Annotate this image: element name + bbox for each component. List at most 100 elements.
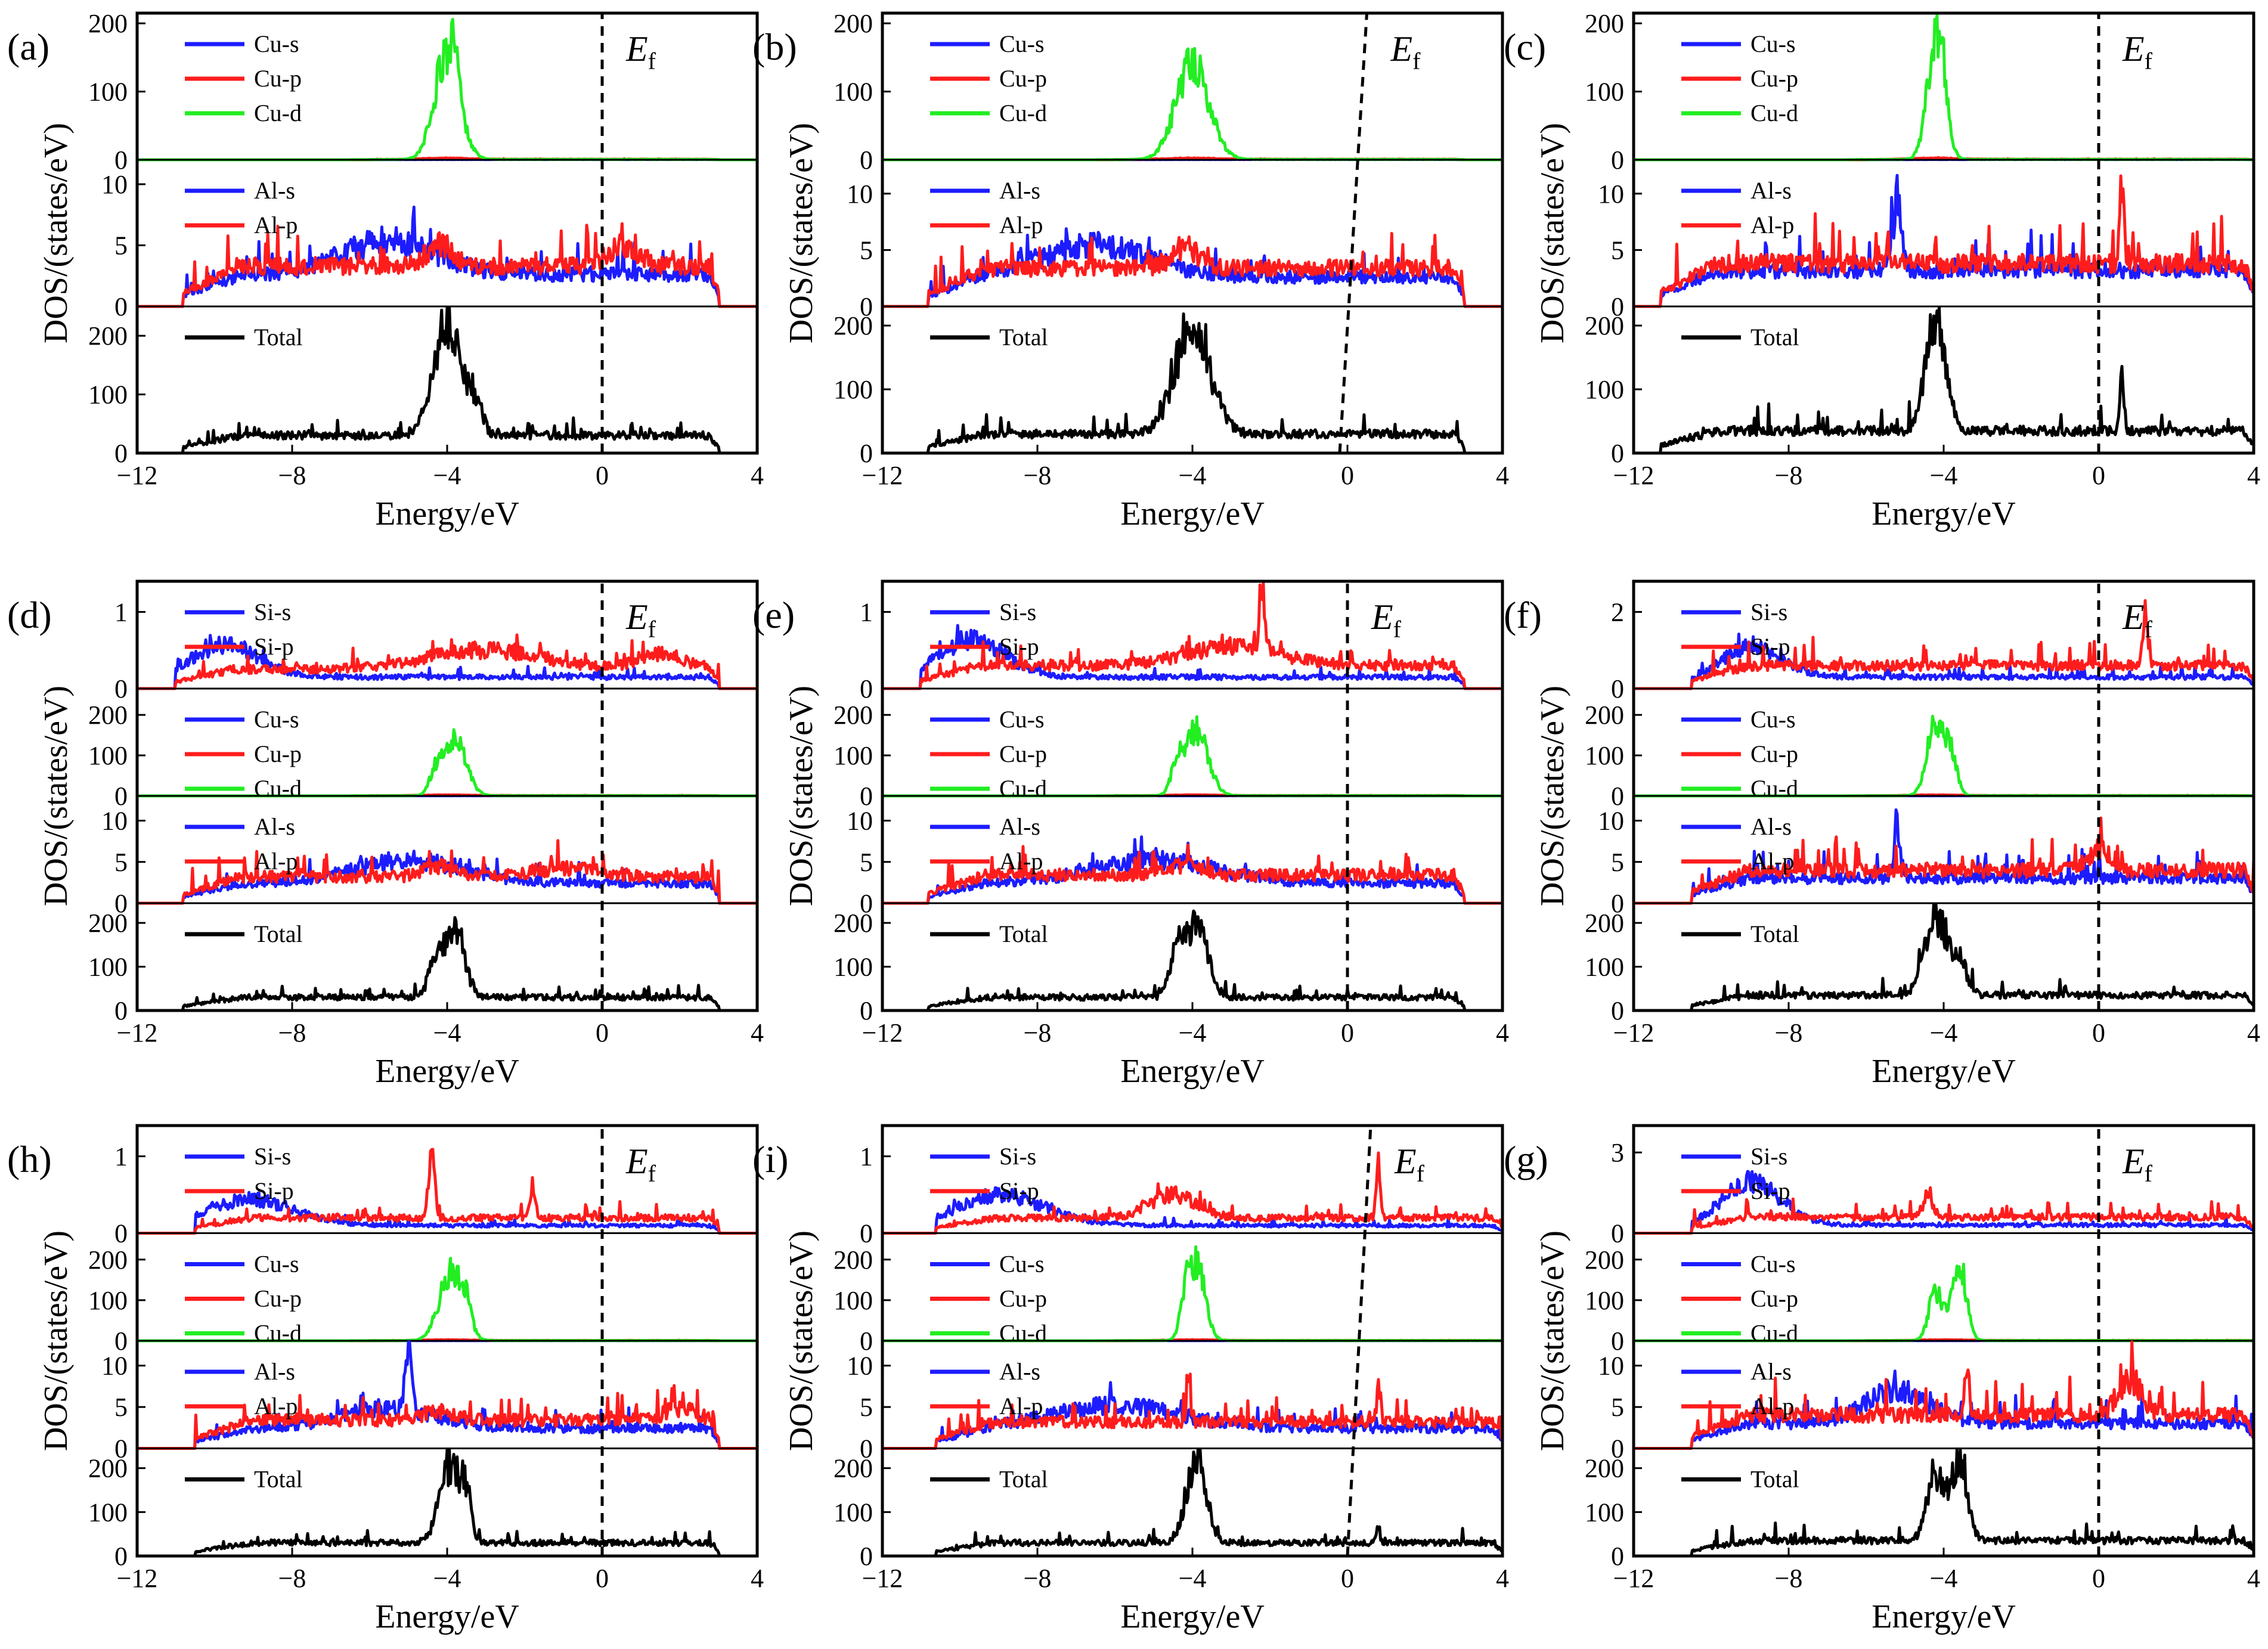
y-tick-label: 100 xyxy=(1585,741,1624,770)
subpanel: Al-s Al-p 0 5 10 xyxy=(101,807,758,918)
subpanel: Cu-s Cu-p Cu-d 0 100 200 xyxy=(88,700,758,811)
series-line-si-s xyxy=(137,1191,758,1235)
fermi-label: Ef xyxy=(2122,597,2153,643)
legend-label: Cu-s xyxy=(999,706,1045,733)
series-line-al-s xyxy=(1633,173,2255,308)
y-tick-label: 10 xyxy=(847,179,873,209)
legend-label: Cu-d xyxy=(1750,775,1798,802)
x-axis-title: Energy/eV xyxy=(375,495,519,532)
legend-label: Cu-p xyxy=(254,740,302,767)
y-tick-label: 10 xyxy=(101,807,128,836)
legend-label: Al-s xyxy=(999,177,1040,204)
x-tick-label: 4 xyxy=(1496,1564,1509,1593)
series-line-al-p xyxy=(1633,1340,2254,1450)
panel-letter: (c) xyxy=(1504,26,1546,68)
legend-label: Cu-d xyxy=(254,100,302,126)
panel-letter: (a) xyxy=(7,26,49,68)
x-tick-label: −4 xyxy=(433,461,461,490)
panel-a: Cu-s Cu-p Cu-d 0 100 200 Al-s Al-p 0 5 10 Total 0 100… xyxy=(7,9,764,532)
x-tick-label: 4 xyxy=(1496,1018,1509,1047)
subpanel: Cu-s Cu-p Cu-d 0 100 200 xyxy=(834,700,1503,811)
fermi-level-line xyxy=(1338,13,1368,454)
fermi-label: Ef xyxy=(625,29,656,75)
x-tick-label: 4 xyxy=(751,1564,764,1593)
y-tick-label: 200 xyxy=(1585,700,1624,730)
y-tick-label: 100 xyxy=(88,1286,128,1315)
y-tick-label: 200 xyxy=(834,9,873,38)
x-tick-label: −12 xyxy=(117,461,158,490)
y-tick-label: 200 xyxy=(1585,909,1624,938)
x-tick-label: −4 xyxy=(1179,1564,1207,1593)
y-tick-label: 5 xyxy=(1611,1393,1624,1422)
series-line-al-p xyxy=(1633,816,2255,905)
y-tick-label: 100 xyxy=(88,78,128,107)
fermi-label: Ef xyxy=(1371,597,1402,643)
series-line-si-s xyxy=(1633,633,2255,690)
panel-c: Cu-s Cu-p Cu-d 0 100 200 Al-s Al-p 0 5 10 Total 0 100… xyxy=(1504,9,2260,532)
legend-label: Al-p xyxy=(999,212,1043,238)
series-line-al-p xyxy=(882,1372,1504,1450)
legend-label: Cu-d xyxy=(1750,1320,1798,1347)
legend-label: Si-s xyxy=(254,599,291,625)
x-tick-label: −4 xyxy=(1930,1564,1958,1593)
legend-label: Cu-p xyxy=(254,65,302,92)
x-tick-label: 4 xyxy=(2247,1564,2260,1593)
subpanel: Total 0 100 200 xyxy=(834,1448,1504,1571)
y-tick-label: 200 xyxy=(88,1245,128,1275)
y-tick-label: 5 xyxy=(1611,235,1624,265)
x-tick-label: −12 xyxy=(1613,1018,1654,1047)
y-tick-label: 10 xyxy=(1598,1352,1624,1381)
legend-label: Si-p xyxy=(999,633,1039,660)
legend-label: Al-p xyxy=(1750,1393,1794,1419)
y-tick-label: 200 xyxy=(88,1454,128,1483)
legend-label: Si-s xyxy=(999,1143,1036,1170)
legend-label: Al-s xyxy=(254,813,295,840)
y-tick-label: 10 xyxy=(1598,179,1624,209)
legend-label: Al-s xyxy=(254,1358,295,1385)
subpanel: Al-s Al-p 0 5 10 xyxy=(847,177,1503,321)
subpanel: Al-s Al-p 0 5 10 xyxy=(847,1352,1504,1464)
y-axis-title: DOS/(states/eV) xyxy=(38,686,75,906)
y-tick-label: 100 xyxy=(88,741,128,770)
legend-label: Cu-d xyxy=(254,775,302,802)
legend-label: Si-s xyxy=(1750,1143,1787,1170)
y-tick-label: 100 xyxy=(1585,1286,1624,1315)
fermi-label: Ef xyxy=(625,1142,656,1187)
fermi-label: Ef xyxy=(2122,1142,2153,1187)
legend-label: Si-s xyxy=(1750,599,1787,625)
x-axis-title: Energy/eV xyxy=(1872,495,2016,532)
series-line-total xyxy=(1633,306,2255,455)
series-line-al-p xyxy=(1633,174,2255,308)
x-tick-label: 0 xyxy=(2092,461,2105,490)
y-tick-label: 5 xyxy=(114,848,128,877)
y-tick-label: 5 xyxy=(860,235,873,265)
panel-g: Si-sSi-p03Cu-sCu-pCu-d0100200Al-sAl-p051… xyxy=(1504,1124,2260,1635)
subpanel: Al-s Al-p 0 5 10 xyxy=(847,807,1503,918)
y-tick-label: 0 xyxy=(114,996,128,1025)
y-tick-label: 200 xyxy=(1585,311,1624,340)
subpanel: Si-s Si-p 0 1 xyxy=(860,581,1503,703)
y-tick-label: 200 xyxy=(834,1245,873,1275)
y-tick-label: 5 xyxy=(114,231,128,261)
legend-label: Total xyxy=(254,920,303,947)
y-tick-label: 100 xyxy=(1585,375,1624,404)
x-axis-title: Energy/eV xyxy=(375,1598,519,1635)
legend-label: Total xyxy=(1750,324,1799,351)
y-tick-label: 0 xyxy=(114,1219,128,1248)
y-tick-label: 1 xyxy=(114,597,128,627)
y-tick-label: 0 xyxy=(1611,1219,1624,1248)
panel-letter: (d) xyxy=(7,594,52,636)
series-line-cu-d xyxy=(137,17,758,162)
subpanel: Si-s Si-p 0 1 xyxy=(860,1142,1503,1248)
y-tick-label: 0 xyxy=(1611,889,1624,918)
series-line-si-s xyxy=(882,624,1503,690)
series-line-total xyxy=(1633,903,2254,1012)
x-tick-label: −8 xyxy=(1024,1564,1052,1593)
y-tick-label: 100 xyxy=(834,953,873,982)
subpanel: Cu-s Cu-p Cu-d 0 100 200 xyxy=(1585,9,2254,175)
legend-label: Al-p xyxy=(999,1393,1043,1419)
x-tick-label: 0 xyxy=(1341,461,1354,490)
x-axis-title: Energy/eV xyxy=(1120,1598,1265,1635)
legend-label: Cu-s xyxy=(254,1251,299,1278)
y-tick-label: 1 xyxy=(860,597,873,627)
